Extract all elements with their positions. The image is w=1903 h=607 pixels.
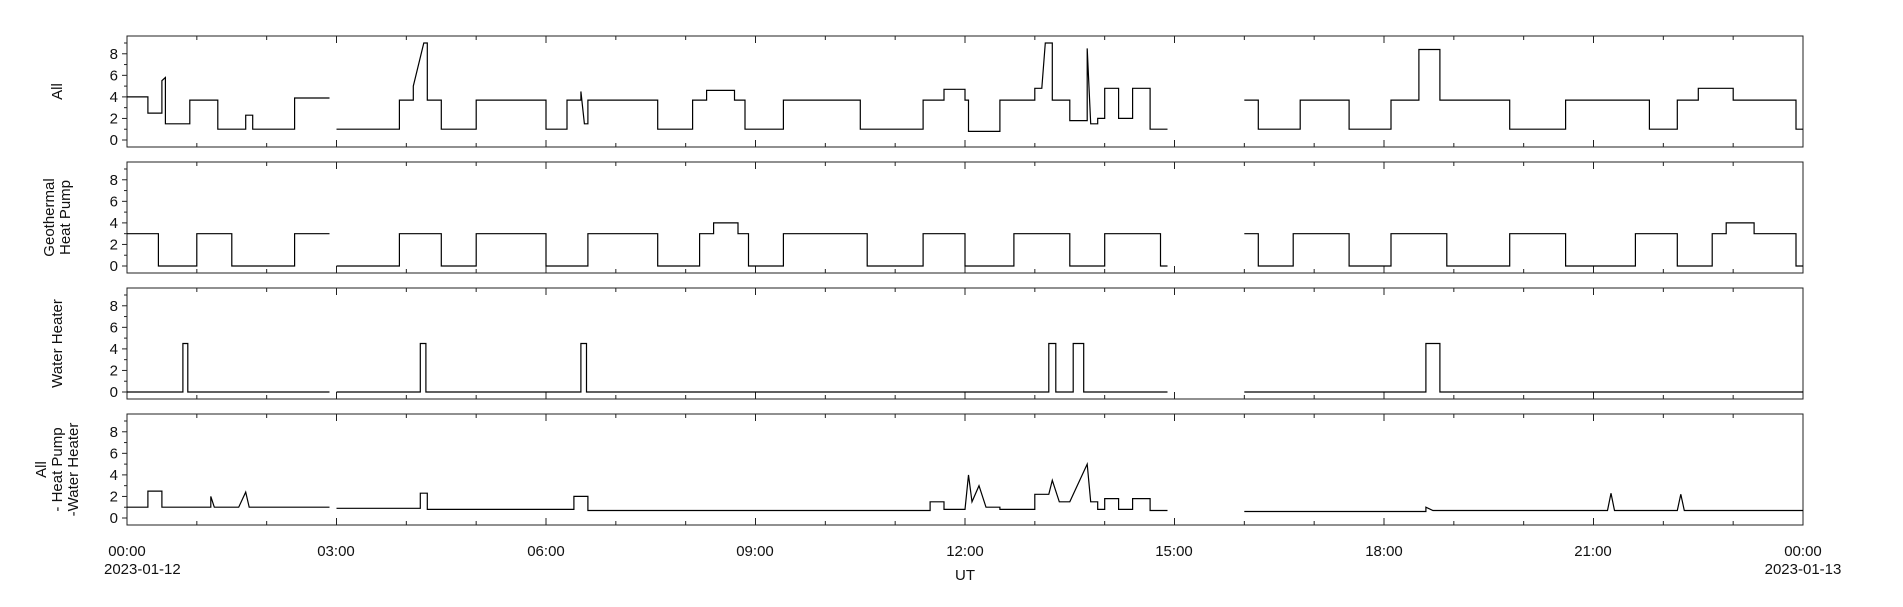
x-tick-label-2: 06:00 [527,543,565,560]
y-tick-label-2-2: 4 [110,341,118,358]
y-axis-label-3-0: All [33,461,50,478]
x-axis-label: UT [955,567,975,584]
panel-0: 0 2 4 6 8 All [49,35,1804,149]
y-axis-label-3-1: - Heat Pump [49,427,66,511]
y-tick-label-0-1: 2 [110,110,118,127]
x-tick-label-6: 18:00 [1365,543,1403,560]
y-tick-label-3-3: 6 [110,445,118,462]
y-tick-label-1-3: 6 [110,193,118,210]
y-tick-label-2-4: 8 [110,298,118,315]
y-tick-label-2-3: 6 [110,319,118,336]
y-tick-label-3-0: 0 [110,510,118,527]
series-line-2-2 [1244,342,1803,393]
series-line-2-0 [127,342,330,393]
x-end-date: 2023-01-13 [1765,561,1842,578]
y-axis-label-0-0: All [49,83,66,100]
y-tick-label-2-1: 2 [110,362,118,379]
series-line-0-2 [1244,48,1803,130]
y-tick-label-1-4: 8 [110,172,118,189]
x-tick-label-8: 00:00 [1784,543,1822,560]
y-tick-label-3-2: 4 [110,467,118,484]
y-tick-label-0-4: 8 [110,46,118,63]
y-tick-label-1-0: 0 [110,258,118,275]
series-line-1-2 [1244,222,1803,267]
series-line-2-1 [336,342,1168,393]
y-tick-label-3-1: 2 [110,488,118,505]
series-line-0-1 [336,42,1168,132]
series-line-3-0 [127,490,330,508]
y-tick-label-0-0: 0 [110,132,118,149]
panel-frame-2 [126,287,1804,400]
panel-3: 0 2 4 6 8 All - Heat Pump -Water Heater [33,413,1804,527]
series-line-1-1 [336,222,1168,267]
x-tick-label-0: 00:00 [108,543,146,560]
series-line-0-0 [127,76,330,130]
y-axis-label-2-0: Water Heater [49,299,66,388]
x-tick-label-1: 03:00 [317,543,355,560]
x-start-date: 2023-01-12 [104,561,181,578]
y-axis-label-1-0: Geothermal [41,178,58,256]
x-tick-label-7: 21:00 [1574,543,1612,560]
panel-2: 0 2 4 6 8 Water Heater [49,287,1804,401]
x-tick-label-3: 09:00 [736,543,774,560]
x-tick-label-5: 15:00 [1155,543,1193,560]
x-tick-label-4: 12:00 [946,543,984,560]
y-tick-label-2-0: 0 [110,384,118,401]
y-axis-label-3-2: -Water Heater [65,423,82,517]
y-tick-label-1-2: 4 [110,215,118,232]
panel-1: 0 2 4 6 8 Geothermal Heat Pump [41,161,1804,275]
series-line-3-1 [336,461,1168,512]
y-tick-label-0-2: 4 [110,89,118,106]
y-axis-label-1-1: Heat Pump [57,180,74,255]
series-line-3-2 [1244,493,1803,513]
series-line-1-0 [127,233,330,267]
y-tick-label-1-1: 2 [110,236,118,253]
y-tick-label-3-4: 8 [110,424,118,441]
y-tick-label-0-3: 6 [110,67,118,84]
